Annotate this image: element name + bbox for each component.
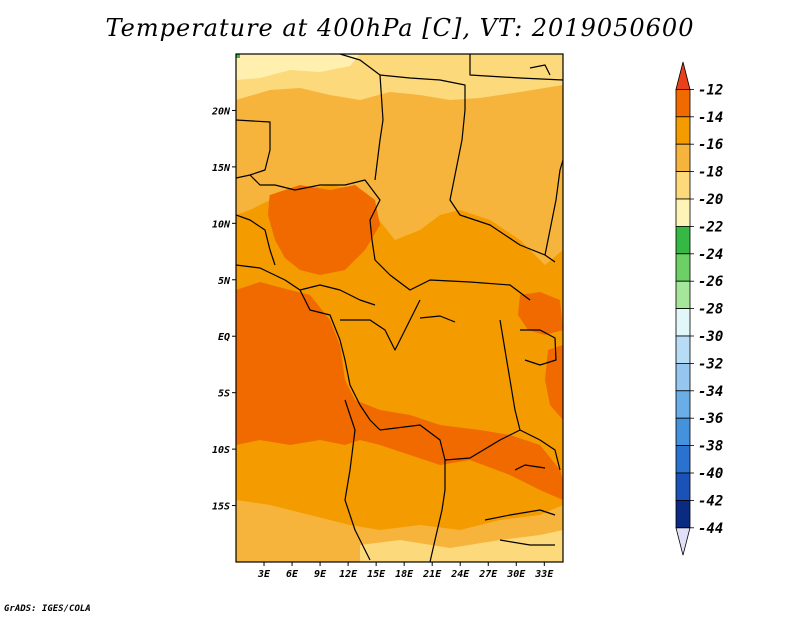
colorbar-segment bbox=[675, 417, 691, 447]
lon-label: 33E bbox=[534, 569, 554, 580]
longitude-axis: 3E 6E 9E 12E 15E 18E 21E 24E 27E 30E 33E bbox=[257, 562, 554, 580]
colorbar-label: -26 bbox=[698, 274, 723, 290]
lat-label: 10S bbox=[212, 445, 230, 456]
lat-label: EQ bbox=[218, 332, 230, 343]
lon-label: 21E bbox=[422, 569, 442, 580]
field-band-16-east bbox=[465, 95, 563, 240]
colorbar-segment bbox=[675, 308, 691, 337]
lat-label: 10N bbox=[212, 219, 231, 230]
colorbar-label: -14 bbox=[698, 110, 723, 126]
colorbar-segment bbox=[675, 143, 691, 172]
lon-label: 30E bbox=[506, 569, 526, 580]
border-line bbox=[429, 460, 446, 562]
colorbar-label: -24 bbox=[698, 247, 723, 263]
border-line bbox=[499, 319, 561, 471]
colorbar-label: -30 bbox=[698, 329, 723, 345]
colorbar-label: -28 bbox=[698, 302, 723, 318]
border-line bbox=[499, 539, 555, 546]
lon-label: 15E bbox=[367, 569, 386, 580]
colorbar-segment bbox=[675, 253, 691, 282]
border-line bbox=[344, 399, 371, 561]
lat-label: 15N bbox=[212, 163, 231, 174]
colorbar-segment bbox=[675, 198, 691, 227]
lon-label: 24E bbox=[450, 569, 470, 580]
colorbar-segment bbox=[675, 116, 691, 145]
border-line bbox=[379, 74, 466, 110]
border-line bbox=[236, 119, 271, 179]
colorbar-label: -34 bbox=[698, 384, 723, 400]
chart-title: Temperature at 400hPa [C], VT: 201905060… bbox=[105, 14, 695, 42]
grads-credit: GrADS: IGES/COLA bbox=[4, 604, 91, 614]
colorbar: -12 -14 -16 -18 -20 -22 -24 -26 -28 -30 -32 -34 -36 -… bbox=[675, 61, 723, 556]
colorbar-segment bbox=[675, 362, 691, 392]
lon-label: 6E bbox=[286, 569, 299, 580]
lat-label: 15S bbox=[212, 502, 230, 513]
border-line bbox=[529, 64, 551, 76]
lon-label: 27E bbox=[478, 569, 498, 580]
lon-label: 9E bbox=[314, 569, 327, 580]
field-band-12-east2 bbox=[545, 345, 563, 420]
colorbar-label: -40 bbox=[698, 466, 723, 482]
colorbar-arrow-top bbox=[675, 61, 691, 90]
colorbar-segment bbox=[675, 225, 691, 255]
country-borders bbox=[236, 54, 563, 562]
lon-label: 12E bbox=[339, 569, 358, 580]
border-line bbox=[520, 329, 557, 366]
field-band-12-east bbox=[518, 292, 563, 335]
border-line bbox=[449, 109, 556, 263]
border-line bbox=[374, 259, 531, 301]
lat-label: 5N bbox=[218, 276, 231, 287]
colorbar-segment bbox=[675, 499, 691, 529]
colorbar-segment bbox=[675, 472, 691, 501]
colorbar-segment bbox=[675, 89, 691, 118]
lake-outline bbox=[514, 464, 546, 471]
colorbar-label: -22 bbox=[698, 219, 723, 235]
colorbar-label: -32 bbox=[698, 356, 723, 372]
border-line bbox=[544, 159, 563, 256]
colorbar-segment bbox=[675, 171, 691, 200]
border-line bbox=[299, 289, 381, 431]
map-frame bbox=[235, 53, 564, 563]
temperature-field bbox=[236, 54, 563, 562]
colorbar-label: -36 bbox=[698, 411, 723, 427]
border-line bbox=[340, 299, 421, 351]
field-band-12-west bbox=[236, 282, 563, 500]
field-band-16-west bbox=[236, 150, 330, 200]
field-band-20-north bbox=[236, 54, 360, 80]
border-line bbox=[484, 509, 556, 521]
field-band-18-south bbox=[360, 530, 563, 562]
border-line bbox=[469, 54, 563, 81]
border-line bbox=[236, 264, 376, 306]
field-green-patch bbox=[236, 54, 240, 58]
lon-label: 18E bbox=[395, 569, 414, 580]
border-line bbox=[249, 174, 381, 261]
colorbar-segment bbox=[675, 445, 691, 474]
border-line bbox=[236, 214, 276, 266]
colorbar-segment bbox=[675, 280, 691, 310]
field-band-16-north bbox=[236, 54, 563, 265]
colorbar-label: -44 bbox=[698, 521, 723, 537]
colorbar-segment bbox=[675, 335, 691, 364]
colorbar-arrow-bottom bbox=[675, 527, 691, 556]
colorbar-label: -16 bbox=[698, 137, 723, 153]
latitude-axis: 20N 15N 10N 5N EQ 5S 10S 15S bbox=[211, 106, 236, 513]
lat-label: 5S bbox=[218, 389, 230, 400]
colorbar-label: -38 bbox=[698, 439, 723, 455]
field-band-18-northeast bbox=[470, 54, 563, 75]
colorbar-segment bbox=[675, 390, 691, 419]
colorbar-label: -18 bbox=[698, 165, 723, 181]
lat-label: 20N bbox=[211, 106, 231, 117]
colorbar-label: -20 bbox=[698, 192, 723, 208]
colorbar-label: -42 bbox=[698, 493, 723, 509]
lon-label: 3E bbox=[257, 569, 271, 580]
field-band-12-central bbox=[268, 185, 380, 275]
lake-outline bbox=[419, 315, 456, 323]
colorbar-label: -12 bbox=[698, 82, 723, 98]
border-line bbox=[339, 54, 384, 181]
